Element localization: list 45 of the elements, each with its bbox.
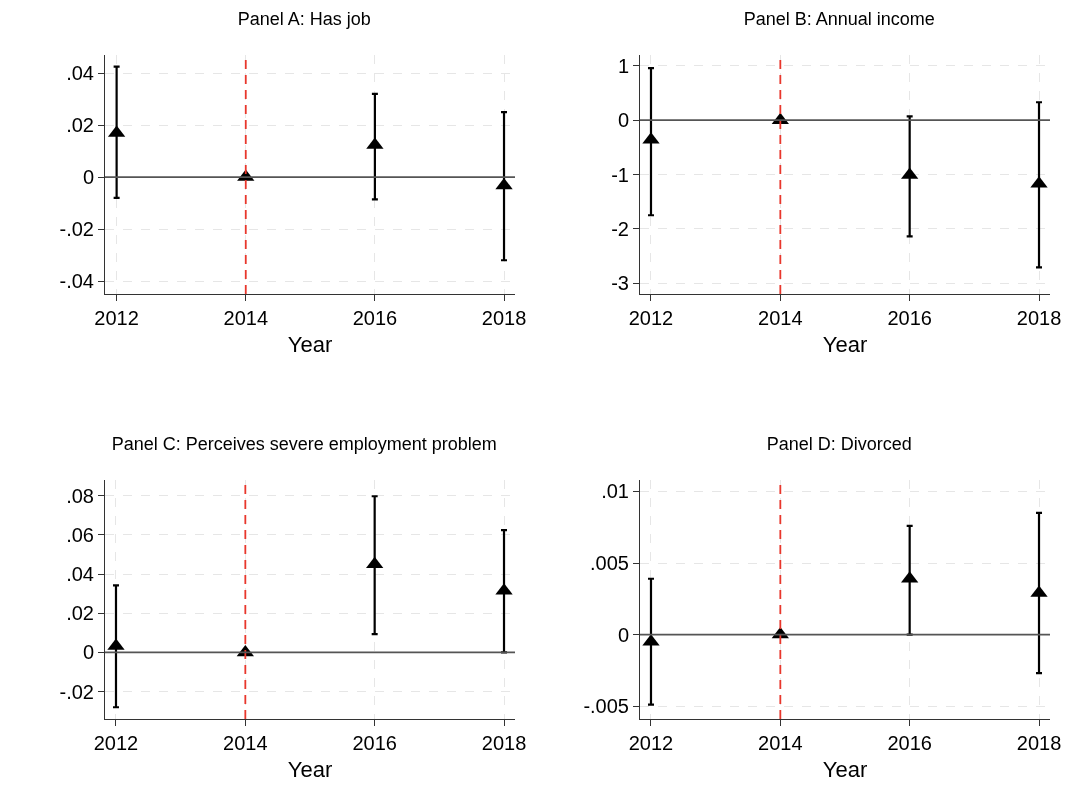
x-tick-label: 2014 xyxy=(223,307,269,329)
x-tick-label: 2016 xyxy=(887,732,932,754)
x-tick-label: 2012 xyxy=(628,732,674,754)
y-tick-label: .01 xyxy=(601,480,629,503)
x-tick-label: 2016 xyxy=(887,307,932,329)
x-tick-label: 2016 xyxy=(352,307,398,329)
x-tick-label: 2012 xyxy=(94,307,139,329)
x-tick-label: 2018 xyxy=(1016,732,1062,754)
x-tick-label: 2012 xyxy=(628,307,674,329)
x-tick-label: 2014 xyxy=(223,732,268,754)
x-axis-title: Year xyxy=(822,756,868,782)
y-tick-label: .02 xyxy=(66,114,94,137)
y-tick-label: -3 xyxy=(611,272,629,295)
chart-title: Panel A: Has job xyxy=(237,8,371,29)
y-tick-label: -.04 xyxy=(59,270,94,293)
x-tick-label: 2012 xyxy=(93,732,139,754)
x-tick-label: 2014 xyxy=(758,732,803,754)
x-tick-label: 2016 xyxy=(352,732,397,754)
y-tick-label: -1 xyxy=(611,163,629,186)
x-axis-title: Year xyxy=(822,331,868,357)
x-axis-title: Year xyxy=(287,331,333,357)
y-tick-label: .04 xyxy=(66,62,94,85)
y-tick-label: .02 xyxy=(66,602,94,625)
y-tick-label: -.02 xyxy=(59,680,94,703)
chart-title: Panel B: Annual income xyxy=(743,8,935,29)
y-tick-label: .08 xyxy=(66,484,94,507)
y-tick-label: 0 xyxy=(82,641,94,664)
y-tick-label: 0 xyxy=(617,623,629,646)
y-tick-label: .04 xyxy=(66,563,94,586)
y-tick-label: 0 xyxy=(617,109,629,132)
x-tick-label: 2018 xyxy=(481,732,527,754)
chart-title: Panel C: Perceives severe employment problem xyxy=(111,433,497,454)
x-axis-title: Year xyxy=(287,756,333,782)
y-tick-label: 1 xyxy=(617,54,629,77)
y-tick-label: 0 xyxy=(82,166,94,189)
y-tick-label: .06 xyxy=(66,523,94,546)
chart-title: Panel D: Divorced xyxy=(766,433,912,454)
x-tick-label: 2014 xyxy=(758,307,803,329)
point xyxy=(495,177,513,190)
x-tick-label: 2018 xyxy=(481,307,527,329)
y-tick-label: -.02 xyxy=(59,218,94,241)
y-tick-label: -2 xyxy=(611,217,629,240)
x-tick-label: 2018 xyxy=(1016,307,1062,329)
y-tick-label: -.005 xyxy=(583,695,629,718)
y-tick-label: .005 xyxy=(590,552,629,575)
